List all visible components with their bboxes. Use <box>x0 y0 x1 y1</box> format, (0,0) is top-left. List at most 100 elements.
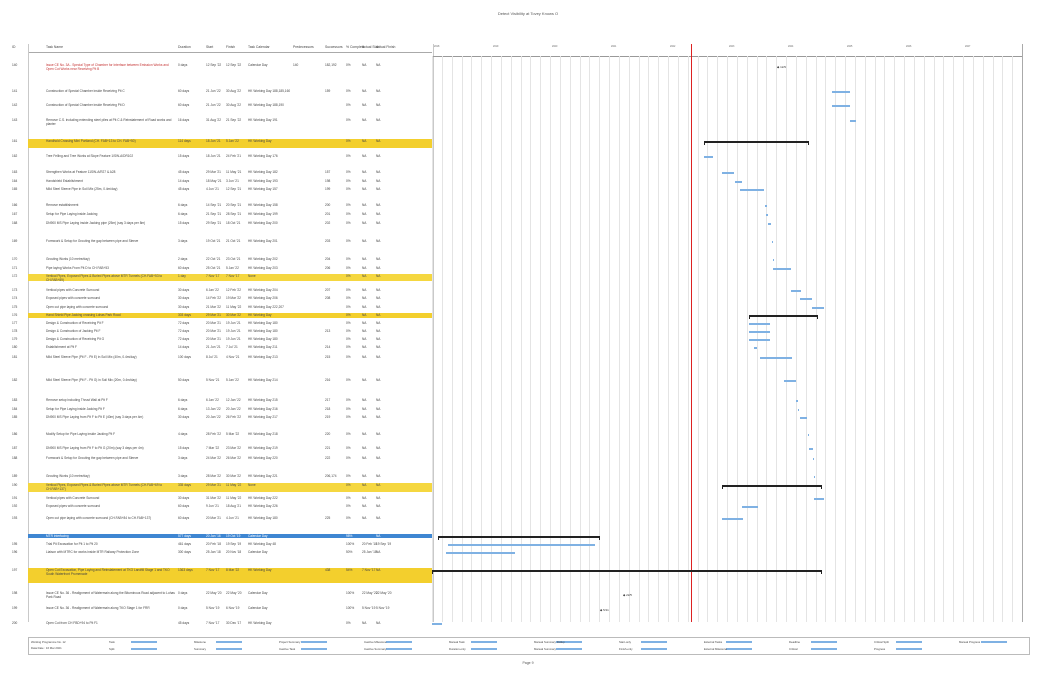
table-row[interactable]: 169 Formwork & Setup for Grouting the gap… <box>12 239 432 248</box>
table-row[interactable]: 166 Remove establishment 6 days 14 Sep '21 2… <box>12 203 432 208</box>
task-bar[interactable] <box>760 357 792 359</box>
column-header[interactable]: Actual Finish <box>376 45 396 49</box>
table-row[interactable]: 142 Construction of Special Chamber insid… <box>12 103 432 113</box>
task-bar[interactable] <box>448 544 595 546</box>
table-row[interactable]: 179 Design & Construction of Receiving Pi… <box>12 337 432 342</box>
table-row[interactable]: 185 DN900 MS Pipe Laying from Pit F to Pi… <box>12 415 432 425</box>
table-row[interactable]: 175 Open cut pipe laying with concrete su… <box>12 305 432 310</box>
milestone-marker[interactable]: ◆ 5/11 <box>600 608 609 612</box>
column-header[interactable]: Duration <box>178 45 191 49</box>
table-row[interactable]: 165 Mild Steel Sleeve Pipe in Soil Mix (2… <box>12 187 432 192</box>
task-bar[interactable] <box>749 339 770 341</box>
table-row[interactable]: 168 DN900 MS Pipe Laying inside Jacking p… <box>12 221 432 231</box>
table-row[interactable]: 184 Setup for Pipe Laying inside Jacking … <box>12 407 432 412</box>
task-bar[interactable] <box>742 506 758 508</box>
milestone-marker[interactable]: ◆ 22/5 <box>623 593 632 597</box>
table-row[interactable]: 173 Vertical pipes with Concrete Surround… <box>12 288 432 293</box>
table-row[interactable]: 197 Open Cut Excavation, Pipe Laying and … <box>12 568 432 583</box>
table-row[interactable]: 141 Construction of Special Chamber insid… <box>12 89 432 98</box>
column-header[interactable]: % Complete <box>346 45 365 49</box>
table-row[interactable]: 186 Modify Setup for Pipe Laying inside J… <box>12 432 432 442</box>
task-bar[interactable] <box>765 205 767 207</box>
task-bar[interactable] <box>446 552 515 554</box>
table-row[interactable]: 174 Exposed pipes with concrete surround 3… <box>12 296 432 301</box>
task-bar[interactable] <box>809 448 813 450</box>
task-bar[interactable] <box>800 298 812 300</box>
cell-start: 31 Aug '22 <box>206 118 221 122</box>
task-bar[interactable] <box>773 259 774 261</box>
table-row[interactable]: 200 Open Cut from CH FBD+94 to Pit F1 45 d… <box>12 621 432 627</box>
task-bar[interactable] <box>813 458 814 460</box>
task-bar[interactable] <box>791 290 801 292</box>
summary-bar[interactable] <box>749 315 818 319</box>
task-bar[interactable] <box>798 409 799 411</box>
column-header[interactable]: ID <box>12 45 16 49</box>
table-row[interactable]: 198 Issue CE No. 36 - Realignment of Wate… <box>12 591 432 601</box>
table-row[interactable]: 164 Handshield Establishment 14 days 18 May… <box>12 179 432 184</box>
table-row[interactable]: 181 Mild Steel Sleeve Pipe (Pit F - Pit E… <box>12 355 432 365</box>
task-bar[interactable] <box>812 307 824 309</box>
table-row[interactable]: 178 Design & Construction of Jacking Pit … <box>12 329 432 334</box>
task-bar[interactable] <box>773 268 791 270</box>
task-bar[interactable] <box>814 476 815 478</box>
task-bar[interactable] <box>722 518 743 520</box>
table-row[interactable]: 171 Pipe laying Works From Pit D to CH FA… <box>12 266 432 271</box>
table-row[interactable]: 187 DN900 MS Pipe Laying from Pit F to Pi… <box>12 446 432 455</box>
table-row[interactable]: 170 Grouting Works (10 metre/day) 2 days 22… <box>12 257 432 262</box>
task-bar[interactable] <box>754 347 757 349</box>
table-row[interactable]: 189 Grouting Works (10 metre/day) 3 days 28… <box>12 474 432 479</box>
task-bar[interactable] <box>432 623 442 625</box>
column-header[interactable]: Predecessors <box>293 45 314 49</box>
table-row[interactable]: 162 Tree Felling and Tree Works at Slope … <box>12 154 432 162</box>
table-row[interactable]: 199 Issue CE No. 36 - Realignment of Wate… <box>12 606 432 615</box>
table-row[interactable]: 163 Strengthen Works at Feature 11SW-A/R2… <box>12 170 432 175</box>
table-row[interactable]: 161 Handhold Crossing Mini Portland (CH. … <box>12 139 432 148</box>
summary-bar[interactable] <box>438 536 600 540</box>
column-header[interactable]: Finish <box>226 45 236 49</box>
table-row[interactable]: 190 Vertical Pipes, Exposed Pipes & Burie… <box>12 483 432 492</box>
table-row[interactable]: 194 MTR Interfacing 577 days 20 Jan '16 19 O… <box>12 534 432 538</box>
table-row[interactable]: 180 Establishment at Pit F 14 days 21 Jun '… <box>12 345 432 350</box>
task-bar[interactable] <box>850 120 856 122</box>
task-bar[interactable] <box>814 498 824 500</box>
column-header[interactable]: Task Calendar <box>248 45 270 49</box>
table-row[interactable]: 140 Issue CE No. 3A - Special Type of Cha… <box>12 63 432 77</box>
column-header[interactable]: Task Name <box>46 45 63 49</box>
task-bar[interactable] <box>800 417 807 419</box>
table-row[interactable]: 172 Vertical Pipes, Exposed Pipes & Burie… <box>12 274 432 282</box>
task-bar[interactable] <box>749 323 770 325</box>
task-bar[interactable] <box>740 189 764 191</box>
task-bar[interactable] <box>768 223 771 225</box>
task-bar[interactable] <box>808 434 809 436</box>
milestone-marker[interactable]: ◆ 12/9 <box>777 65 786 69</box>
table-row[interactable]: 143 Remove C.S. including extending steel… <box>12 118 432 128</box>
table-row[interactable]: 177 Design & Construction of Receiving Pi… <box>12 321 432 326</box>
table-row[interactable]: 196 Liaison with MTRC for works inside MT… <box>12 550 432 555</box>
summary-bar[interactable] <box>432 570 822 574</box>
table-row[interactable]: 188 Formwork & Setup for Grouting the gap… <box>12 456 432 466</box>
task-bar[interactable] <box>704 156 713 158</box>
summary-bar[interactable] <box>704 141 809 145</box>
summary-bar[interactable] <box>722 485 822 489</box>
task-bar[interactable] <box>749 331 770 333</box>
task-bar[interactable] <box>772 241 773 243</box>
cell-as: NA <box>362 474 367 478</box>
table-row[interactable]: 191 Vertical pipes with Concrete Surround… <box>12 496 432 501</box>
task-bar[interactable] <box>766 214 768 216</box>
task-bar[interactable] <box>722 172 734 174</box>
table-row[interactable]: 167 Setup for Pipe Laying inside Jacking 6… <box>12 212 432 217</box>
task-bar[interactable] <box>796 400 798 402</box>
task-bar[interactable] <box>832 105 850 107</box>
table-row[interactable]: 193 Open cut pipe laying with concrete su… <box>12 516 432 526</box>
table-row[interactable]: 195 Trial Pit Excavation for Pit 1 to Pit… <box>12 542 432 547</box>
table-row[interactable]: 182 Mild Steel Sleeve Pipe (Pit F - Pit G… <box>12 378 432 390</box>
table-row[interactable]: 192 Exposed pipes with concrete surround 6… <box>12 504 432 509</box>
column-header[interactable]: Successors <box>325 45 343 49</box>
task-bar[interactable] <box>735 181 742 183</box>
table-row[interactable]: 176 Hand Shield Pipe Jacking crossing Loh… <box>12 313 432 318</box>
task-bar[interactable] <box>784 380 796 382</box>
table-row[interactable]: 183 Remove setup including Thrust Wall at… <box>12 398 432 403</box>
column-header[interactable]: Actual Start <box>362 45 380 49</box>
column-header[interactable]: Start <box>206 45 214 49</box>
task-bar[interactable] <box>832 91 850 93</box>
